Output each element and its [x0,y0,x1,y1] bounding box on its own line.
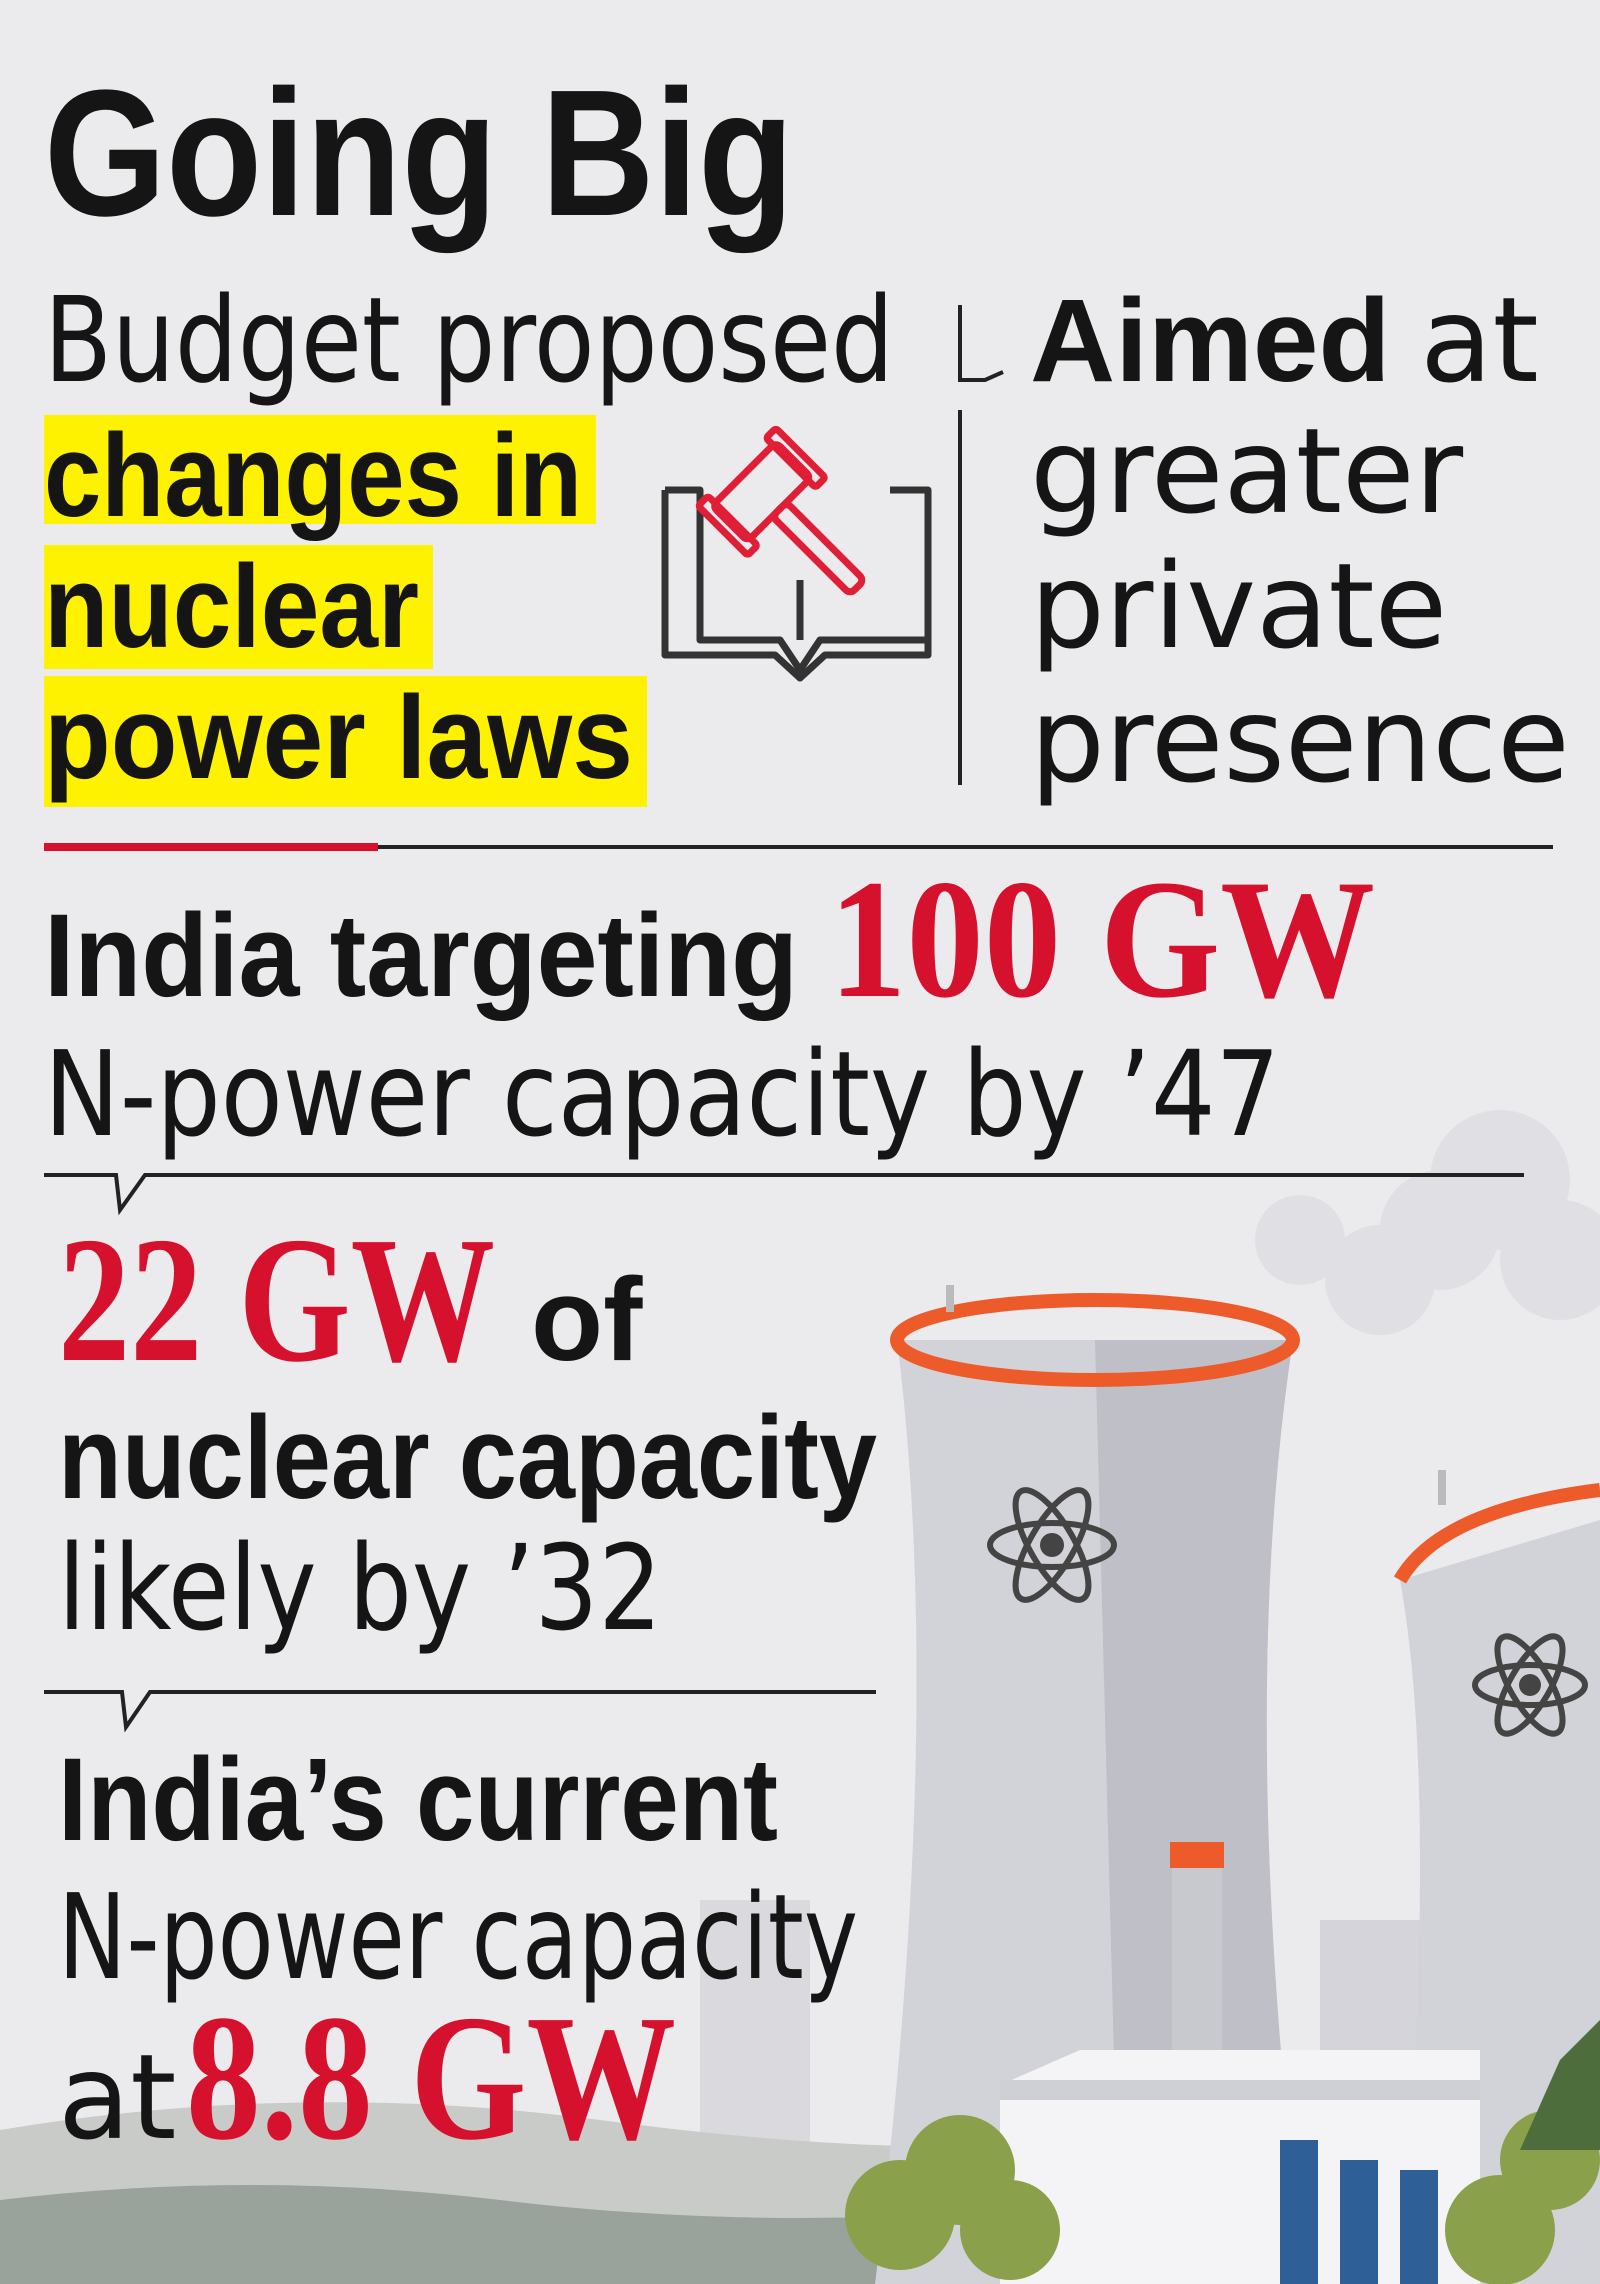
separator [44,1690,876,1733]
gavel-icon [661,425,932,682]
aim-line: greater [1030,402,1464,540]
aim-bold: Aimed [1030,275,1391,407]
highlight-line: changes in [44,410,582,542]
current-figure: 8.8 GW [186,1978,676,2177]
projection-line: nuclear capacity [58,1392,877,1524]
current-lead: India’s current [58,1734,778,1866]
target-rest: N-power capacity by ’47 [44,1025,1280,1163]
highlight-line: nuclear [44,541,419,673]
highlight-bg [44,415,647,807]
aim-line: private [1030,537,1447,675]
aim-line: presence [1030,671,1570,809]
title: Going Big [44,53,794,254]
target-figure: 100 GW [829,845,1375,1033]
aim-rest: at [1420,271,1539,409]
current-prefix: at [58,2028,177,2166]
projection-figure: 22 GW [58,1200,495,1399]
divider [958,305,1004,785]
projection-lead: of [531,1254,643,1386]
highlight-line: power laws [44,672,633,804]
target-lead: India targeting [44,890,798,1022]
aim-text: Aimed at [1030,271,1539,409]
separator [44,1173,1524,1216]
projection-rest: likely by ’32 [58,1519,662,1657]
intro-text: Budget proposed [44,271,894,409]
current-line: N-power capacity [58,1868,858,2006]
